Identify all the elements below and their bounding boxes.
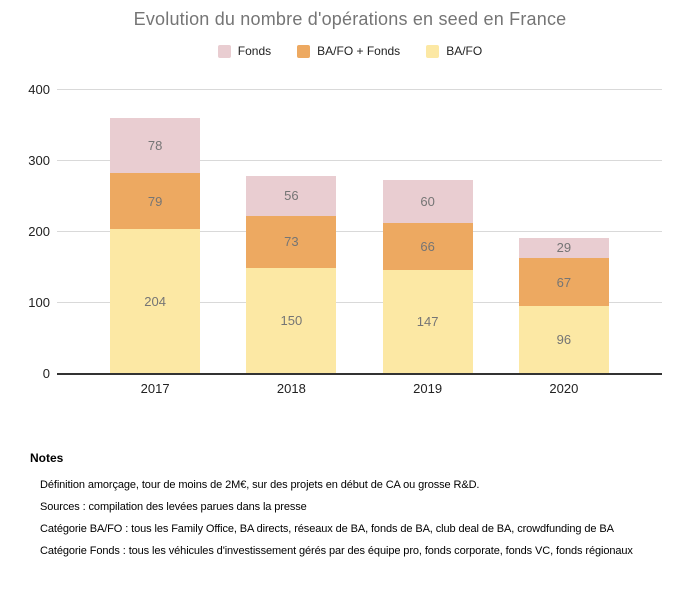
legend-item: Fonds [217, 44, 272, 58]
notes-line: Définition amorçage, tour de moins de 2M… [40, 479, 480, 491]
legend-label: BA/FO + Fonds [317, 44, 401, 58]
stacked-bar-2020: 96 67 29 [518, 237, 609, 374]
bar-segment-ba-fo-fonds: 66 [382, 222, 473, 270]
bar-segment-fonds: 29 [518, 237, 609, 259]
bar-segment-ba-fo-fonds: 79 [110, 173, 201, 230]
plot-area: 204 79 78 150 73 56 147 66 60 96 67 29 [57, 89, 662, 375]
legend-label: Fonds [237, 44, 272, 58]
bar-segment-ba-fo: 150 [246, 267, 337, 374]
bar-segment-fonds: 78 [110, 117, 201, 174]
y-tick-label: 300 [28, 153, 50, 168]
bar-value-label: 96 [556, 332, 572, 348]
notes-heading: Notes [30, 451, 64, 465]
gridline [57, 231, 662, 232]
legend-swatch-icon [297, 44, 311, 58]
stacked-bar-2018: 150 73 56 [246, 175, 337, 374]
bar-segment-ba-fo: 147 [382, 269, 473, 374]
gridline [57, 160, 662, 161]
legend-swatch-icon [426, 44, 440, 58]
legend-item: BA/FO + Fonds [297, 44, 400, 58]
bar-value-label: 29 [556, 240, 572, 256]
bars-group: 204 79 78 150 73 56 147 66 60 96 67 29 [57, 90, 662, 374]
y-tick-label: 200 [28, 224, 50, 239]
notes-line: Catégorie Fonds : tous les véhicules d'i… [40, 545, 633, 557]
x-tick-label: 2020 [549, 381, 579, 396]
chart-title: Evolution du nombre d'opérations en seed… [133, 9, 567, 29]
y-tick-label: 400 [28, 82, 50, 97]
y-tick-label: 100 [28, 295, 50, 310]
bar-value-label: 204 [144, 294, 166, 310]
bar-value-label: 78 [147, 137, 163, 153]
y-tick-label: 0 [42, 366, 50, 381]
x-axis-line [57, 373, 662, 375]
x-tick-label: 2017 [140, 381, 170, 396]
bar-segment-fonds: 56 [246, 175, 337, 216]
x-tick-label: 2018 [276, 381, 306, 396]
bar-value-label: 79 [147, 193, 163, 209]
bar-segment-ba-fo: 204 [110, 229, 201, 374]
notes-line: Sources : compilation des levées parues … [40, 501, 307, 513]
bar-value-label: 73 [284, 234, 299, 250]
legend-swatch-icon [217, 44, 231, 58]
bar-segment-ba-fo: 96 [518, 305, 609, 374]
bar-segment-ba-fo-fonds: 67 [518, 258, 609, 306]
bar-value-label: 67 [556, 274, 572, 290]
bar-value-label: 150 [280, 313, 303, 329]
legend-label: BA/FO [446, 44, 483, 58]
bar-value-label: 60 [420, 193, 435, 209]
bar-value-label: 147 [416, 314, 439, 330]
bar-value-label: 66 [420, 238, 435, 254]
bar-segment-ba-fo-fonds: 73 [246, 215, 337, 268]
bar-value-label: 56 [284, 188, 299, 204]
x-axis-labels: 2017 2018 2019 2020 [57, 381, 662, 396]
notes-section: Notes Définition amorçage, tour de moins… [30, 451, 670, 562]
chart-legend: Fonds BA/FO + Fonds BA/FO [0, 44, 700, 58]
notes-lines: Définition amorçage, tour de moins de 2M… [30, 474, 670, 562]
x-tick-label: 2019 [413, 381, 443, 396]
y-axis-labels: 0 100 200 300 400 [0, 83, 50, 381]
bar-segment-fonds: 60 [382, 180, 473, 223]
legend-item: BA/FO [426, 44, 482, 58]
stacked-bar-2019: 147 66 60 [382, 180, 473, 374]
gridline [57, 302, 662, 303]
stacked-bar-2017: 204 79 78 [110, 117, 201, 374]
notes-line: Catégorie BA/FO : tous les Family Office… [40, 523, 614, 535]
gridline [57, 89, 662, 90]
